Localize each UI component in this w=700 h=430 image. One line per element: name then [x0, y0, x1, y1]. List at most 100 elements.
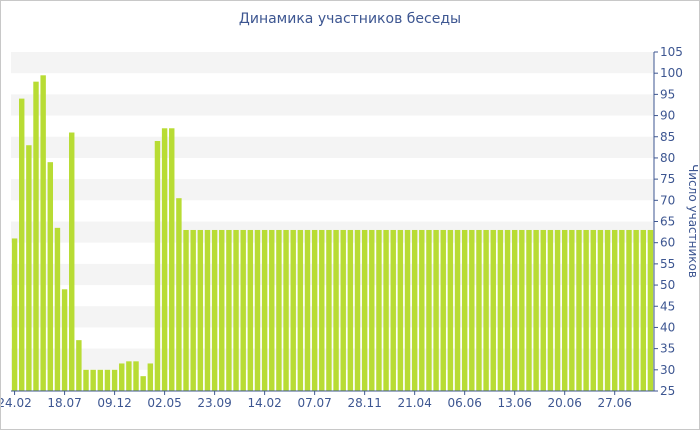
- bar: [283, 229, 289, 391]
- y-tick-label: 50: [660, 278, 675, 292]
- bar: [119, 363, 125, 391]
- y-axis-label: Число участников: [686, 164, 699, 278]
- bar: [133, 361, 139, 391]
- bar: [340, 229, 346, 391]
- bar: [269, 229, 275, 391]
- y-tick-label: 95: [660, 87, 675, 101]
- bar: [233, 229, 239, 391]
- bar: [211, 229, 218, 391]
- bar: [126, 361, 132, 391]
- bar: [26, 145, 32, 391]
- bar: [526, 229, 532, 391]
- bar: [554, 229, 561, 391]
- bar: [304, 229, 311, 391]
- bar: [333, 229, 339, 391]
- bar: [383, 229, 389, 391]
- y-tick-label: 75: [660, 172, 675, 186]
- bar: [161, 128, 168, 391]
- bar: [569, 229, 575, 391]
- y-tick-label: 45: [660, 299, 675, 313]
- y-tick-label: 40: [660, 320, 675, 334]
- bar: [419, 229, 425, 391]
- bar: [147, 363, 154, 391]
- bar: [83, 369, 89, 391]
- bar: [590, 229, 596, 391]
- x-tick-label: 13.06: [498, 396, 532, 410]
- x-tick-label: 20.06: [548, 396, 582, 410]
- x-tick-label: 24.02: [1, 396, 32, 410]
- y-tick-label: 60: [660, 236, 675, 250]
- bar: [90, 369, 96, 391]
- bar: [561, 229, 568, 391]
- bar: [504, 229, 511, 391]
- bar: [169, 128, 175, 391]
- bar: [347, 229, 354, 391]
- bar: [197, 229, 204, 391]
- bar: [190, 229, 196, 391]
- bar: [461, 229, 468, 391]
- x-tick-label: 28.11: [347, 396, 381, 410]
- x-tick-label: 14.02: [247, 396, 281, 410]
- bar: [469, 229, 475, 391]
- bar: [297, 229, 304, 391]
- chart-title: Динамика участников беседы: [239, 11, 461, 27]
- bar: [540, 229, 546, 391]
- bar: [176, 198, 182, 391]
- y-tick-label: 55: [660, 257, 675, 271]
- y-tick-label: 90: [660, 109, 675, 123]
- bar: [61, 289, 68, 391]
- grid-band: [11, 136, 654, 158]
- x-tick-label: 18.07: [47, 396, 81, 410]
- bar: [40, 75, 46, 392]
- bar: [376, 229, 382, 391]
- y-tick-label: 85: [660, 130, 675, 144]
- bar: [47, 162, 54, 391]
- bar: [426, 229, 432, 391]
- bar: [397, 229, 404, 391]
- bar: [547, 229, 554, 391]
- bar: [390, 229, 396, 391]
- y-tick-label: 25: [660, 384, 675, 398]
- bar: [497, 229, 504, 391]
- bar: [361, 229, 368, 391]
- bar: [597, 229, 604, 391]
- bar: [247, 229, 254, 391]
- y-tick-label: 105: [660, 45, 683, 59]
- grid-band: [11, 94, 654, 116]
- bar: [240, 229, 246, 391]
- x-tick-label: 09.12: [97, 396, 131, 410]
- x-tick-label: 02.05: [147, 396, 181, 410]
- bar: [511, 229, 518, 391]
- bar: [411, 229, 418, 391]
- bar: [140, 376, 146, 391]
- bar: [354, 229, 361, 391]
- x-tick-label: 23.09: [197, 396, 231, 410]
- y-tick-label: 70: [660, 193, 675, 207]
- bar: [440, 229, 446, 391]
- bar: [261, 229, 268, 391]
- y-tick-label: 35: [660, 342, 675, 356]
- y-tick-label: 30: [660, 363, 675, 377]
- bar: [226, 229, 232, 391]
- bar: [319, 229, 325, 391]
- bar: [290, 229, 296, 391]
- bar: [647, 229, 654, 391]
- bar: [311, 229, 318, 391]
- x-tick-label: 27.06: [598, 396, 632, 410]
- bar: [490, 229, 496, 391]
- bar: [519, 229, 525, 391]
- bar: [583, 229, 589, 391]
- y-tick-label: 80: [660, 151, 675, 165]
- bar: [76, 340, 82, 391]
- x-tick-label: 06.06: [447, 396, 481, 410]
- bar: [533, 229, 539, 391]
- bar: [604, 229, 611, 391]
- bar: [576, 229, 582, 391]
- bar: [111, 369, 118, 391]
- bar: [11, 238, 18, 391]
- bar: [633, 229, 639, 391]
- bar: [483, 229, 489, 391]
- bar: [19, 98, 25, 392]
